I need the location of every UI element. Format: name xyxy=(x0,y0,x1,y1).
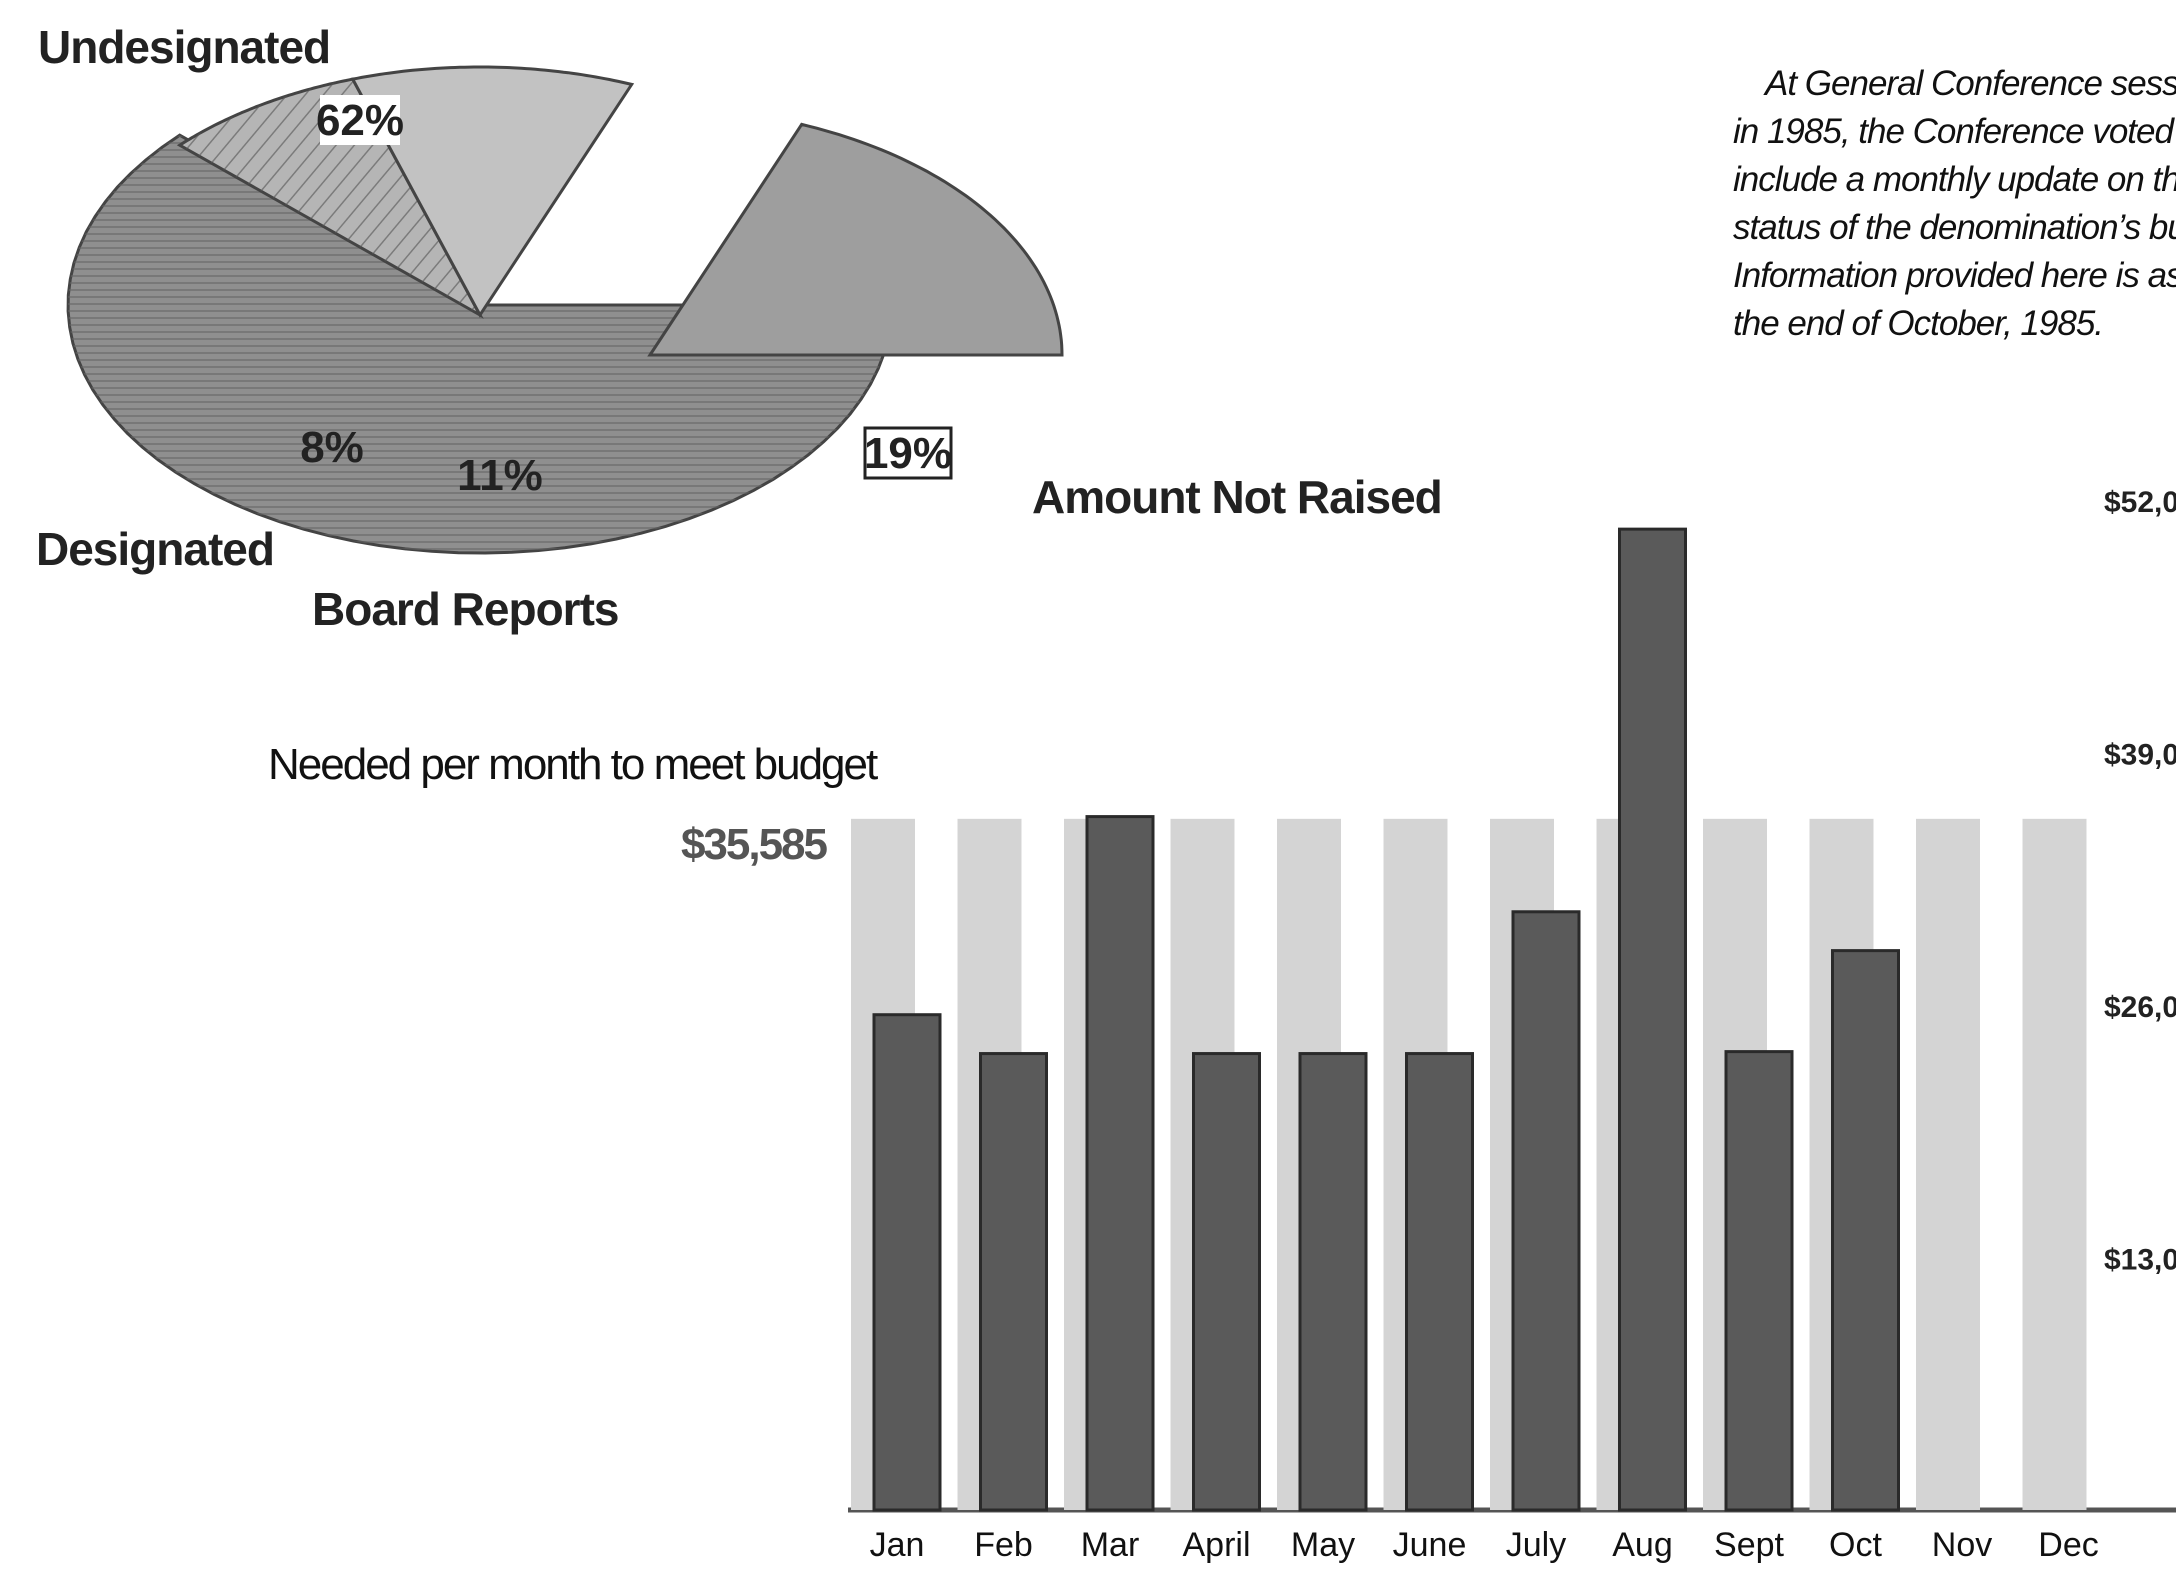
note-line: status of the denomination’s budget. xyxy=(1733,208,2176,247)
raised-bar xyxy=(1298,1052,1368,1512)
pie-pct-label: 62% xyxy=(316,96,404,145)
x-tick-label: Aug xyxy=(1612,1526,1673,1564)
raised-bar xyxy=(979,1052,1048,1512)
pie-slice-hatch xyxy=(179,79,480,315)
pie-slice-board-reports xyxy=(350,65,635,318)
x-tick-label: June xyxy=(1393,1526,1467,1564)
budget-bar xyxy=(1916,818,1980,1510)
note-line: the end of October, 1985. xyxy=(1733,304,2104,343)
raised-bar xyxy=(1831,949,1900,1512)
y-tick-label: $39,000 xyxy=(2104,739,2176,772)
note-line: include a monthly update on the xyxy=(1733,160,2176,199)
pie-label-amount-not-raised: Amount Not Raised xyxy=(1032,471,1443,523)
pie-pct-label: 11% xyxy=(457,451,543,500)
x-tick-label: Jan xyxy=(870,1526,925,1564)
needed-per-month-value: $35,585 xyxy=(680,820,828,869)
x-tick-label: July xyxy=(1506,1526,1566,1564)
x-tick-label: Oct xyxy=(1829,1526,1882,1564)
pie-pct-label: 19% xyxy=(864,429,952,478)
x-tick-label: Nov xyxy=(1932,1526,1992,1564)
raised-bar xyxy=(1085,815,1155,1512)
pie-chart: 62% 8% 11% 19% xyxy=(66,65,1064,555)
needed-per-month-label: Needed per month to meet budget xyxy=(268,740,878,789)
raised-bar xyxy=(1405,1052,1474,1512)
y-tick-label: $26,000 xyxy=(2104,991,2176,1024)
pie-label-designated: Designated xyxy=(36,523,275,575)
raised-bar xyxy=(1618,527,1687,1512)
x-tick-label: Mar xyxy=(1081,1526,1140,1564)
budget-bar xyxy=(2022,818,2087,1510)
x-tick-label: Sept xyxy=(1714,1526,1784,1564)
raised-bar xyxy=(1192,1052,1261,1512)
note-line: Information provided here is as of xyxy=(1733,256,2176,295)
pie-slice-texture xyxy=(68,135,893,553)
budget-note: At General Conference sessions in 1985, … xyxy=(1733,60,2176,348)
y-tick-label: $52,000 xyxy=(2104,486,2176,519)
y-tick-label: $13,000 xyxy=(2104,1244,2176,1277)
x-tick-label: May xyxy=(1291,1526,1355,1564)
pie-label-board-reports: Board Reports xyxy=(312,583,619,635)
raised-bar xyxy=(872,1013,942,1512)
x-tick-label: Dec xyxy=(2038,1526,2098,1564)
x-tick-label: April xyxy=(1182,1526,1250,1564)
note-line: in 1985, the Conference voted to xyxy=(1733,112,2176,151)
pie-pct-box xyxy=(863,426,953,480)
note-line: At General Conference sessions xyxy=(1765,64,2176,103)
raised-bar xyxy=(1511,910,1581,1512)
pie-slice-amount-not-raised xyxy=(647,122,1064,357)
pie-pct-box xyxy=(320,95,400,145)
raised-bar xyxy=(1724,1050,1794,1512)
pie-label-undesignated: Undesignated xyxy=(38,21,331,73)
x-tick-label: Feb xyxy=(974,1526,1033,1564)
pie-pct-label: 8% xyxy=(300,423,364,472)
